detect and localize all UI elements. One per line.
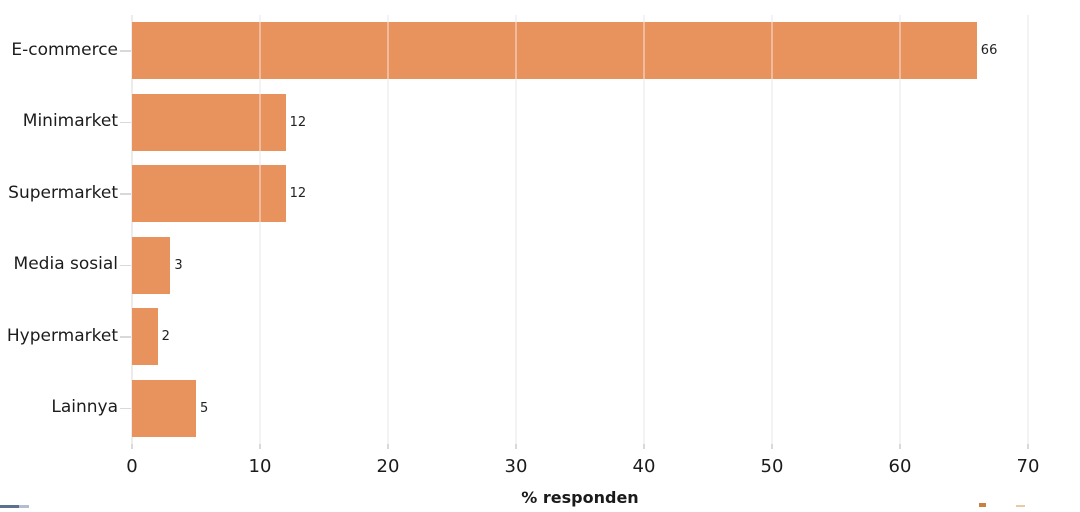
bar-value-label: 66 <box>980 43 998 59</box>
category-label: Minimarket <box>22 111 118 132</box>
x-axis-tick-label: 70 <box>1016 456 1040 477</box>
gridline-overlay <box>515 15 517 444</box>
bar-value-label: 2 <box>161 329 170 345</box>
gridline-overlay <box>259 15 261 444</box>
gridline <box>259 15 261 444</box>
x-axis-tick-label: 50 <box>760 456 784 477</box>
zero-line <box>131 15 133 444</box>
x-axis-tick-label: 20 <box>376 456 400 477</box>
x-axis-tick-label: 40 <box>632 456 656 477</box>
y-axis-tick <box>120 50 131 52</box>
bar-e-commerce <box>132 22 977 80</box>
bar-lainnya <box>132 379 196 437</box>
bar-value-label: 5 <box>200 400 209 416</box>
bar-hypermarket <box>132 308 158 366</box>
x-axis-tick <box>259 444 261 449</box>
gridline <box>515 15 517 444</box>
y-axis-tick <box>120 264 131 266</box>
bar-value-label: 12 <box>289 114 307 130</box>
bar-value-label: 12 <box>289 186 307 202</box>
bar-minimarket <box>132 93 286 151</box>
gridline <box>643 15 645 444</box>
category-label: Hypermarket <box>6 325 118 346</box>
cutoff-logo-fragment-right-faint <box>1016 505 1025 507</box>
x-axis-title: % responden <box>521 488 639 507</box>
y-axis-tick <box>120 407 131 409</box>
bar-supermarket <box>132 165 286 223</box>
category-label: Media sosial <box>13 254 118 275</box>
bar-value-label: 3 <box>174 257 183 273</box>
gridline-overlay <box>387 15 389 444</box>
gridline <box>387 15 389 444</box>
cutoff-logo-fragment-left-dark <box>0 505 19 508</box>
gridline <box>1027 15 1029 444</box>
x-axis-tick-label: 0 <box>126 456 138 477</box>
x-axis-tick <box>899 444 901 449</box>
x-axis-tick-label: 60 <box>888 456 912 477</box>
y-axis-tick <box>120 121 131 123</box>
y-axis-tick <box>120 193 131 195</box>
gridline-overlay <box>1027 15 1029 444</box>
gridline-overlay <box>899 15 901 444</box>
category-label: Supermarket <box>8 182 118 203</box>
x-axis-tick-label: 30 <box>504 456 528 477</box>
x-axis-tick-label: 10 <box>248 456 272 477</box>
y-axis-tick <box>120 336 131 338</box>
x-axis-tick <box>771 444 773 449</box>
gridline <box>899 15 901 444</box>
x-axis-tick <box>515 444 517 449</box>
x-axis-tick <box>131 444 133 449</box>
x-axis-tick <box>387 444 389 449</box>
category-label: E-commerce <box>11 39 118 60</box>
x-axis-tick <box>643 444 645 449</box>
x-axis-tick <box>1027 444 1029 449</box>
plot-area: 66 12 12 3 2 5 <box>131 15 1029 444</box>
category-label: Lainnya <box>51 397 118 418</box>
bar-media-sosial <box>132 236 171 294</box>
cutoff-logo-fragment-right <box>979 503 986 507</box>
gridline-overlay <box>643 15 645 444</box>
cutoff-logo-fragment-left-light <box>19 505 29 508</box>
gridline <box>771 15 773 444</box>
gridline-overlay <box>771 15 773 444</box>
